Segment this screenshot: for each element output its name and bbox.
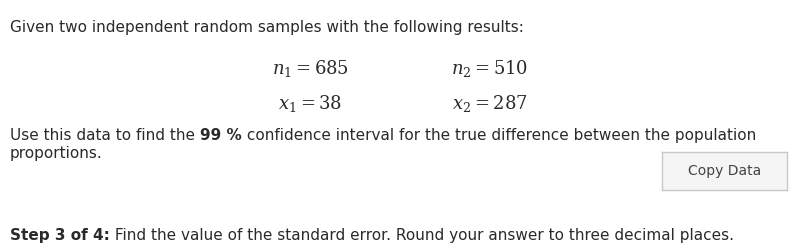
Text: $n_2 = 510$: $n_2 = 510$ bbox=[451, 58, 529, 79]
Text: 99 %: 99 % bbox=[200, 128, 241, 143]
Text: Find the value of the standard error. Round your answer to three decimal places.: Find the value of the standard error. Ro… bbox=[110, 228, 734, 243]
Text: $x_2 = 287$: $x_2 = 287$ bbox=[452, 93, 528, 114]
Text: Copy Data: Copy Data bbox=[688, 164, 761, 178]
Text: Step 3 of 4:: Step 3 of 4: bbox=[10, 228, 110, 243]
Text: confidence interval for the true difference between the population: confidence interval for the true differe… bbox=[241, 128, 756, 143]
Text: Use this data to find the: Use this data to find the bbox=[10, 128, 200, 143]
Text: $x_1 = 38$: $x_1 = 38$ bbox=[278, 93, 342, 114]
Text: proportions.: proportions. bbox=[10, 146, 103, 161]
Text: $n_1 = 685$: $n_1 = 685$ bbox=[271, 58, 348, 79]
Text: Given two independent random samples with the following results:: Given two independent random samples wit… bbox=[10, 20, 524, 35]
